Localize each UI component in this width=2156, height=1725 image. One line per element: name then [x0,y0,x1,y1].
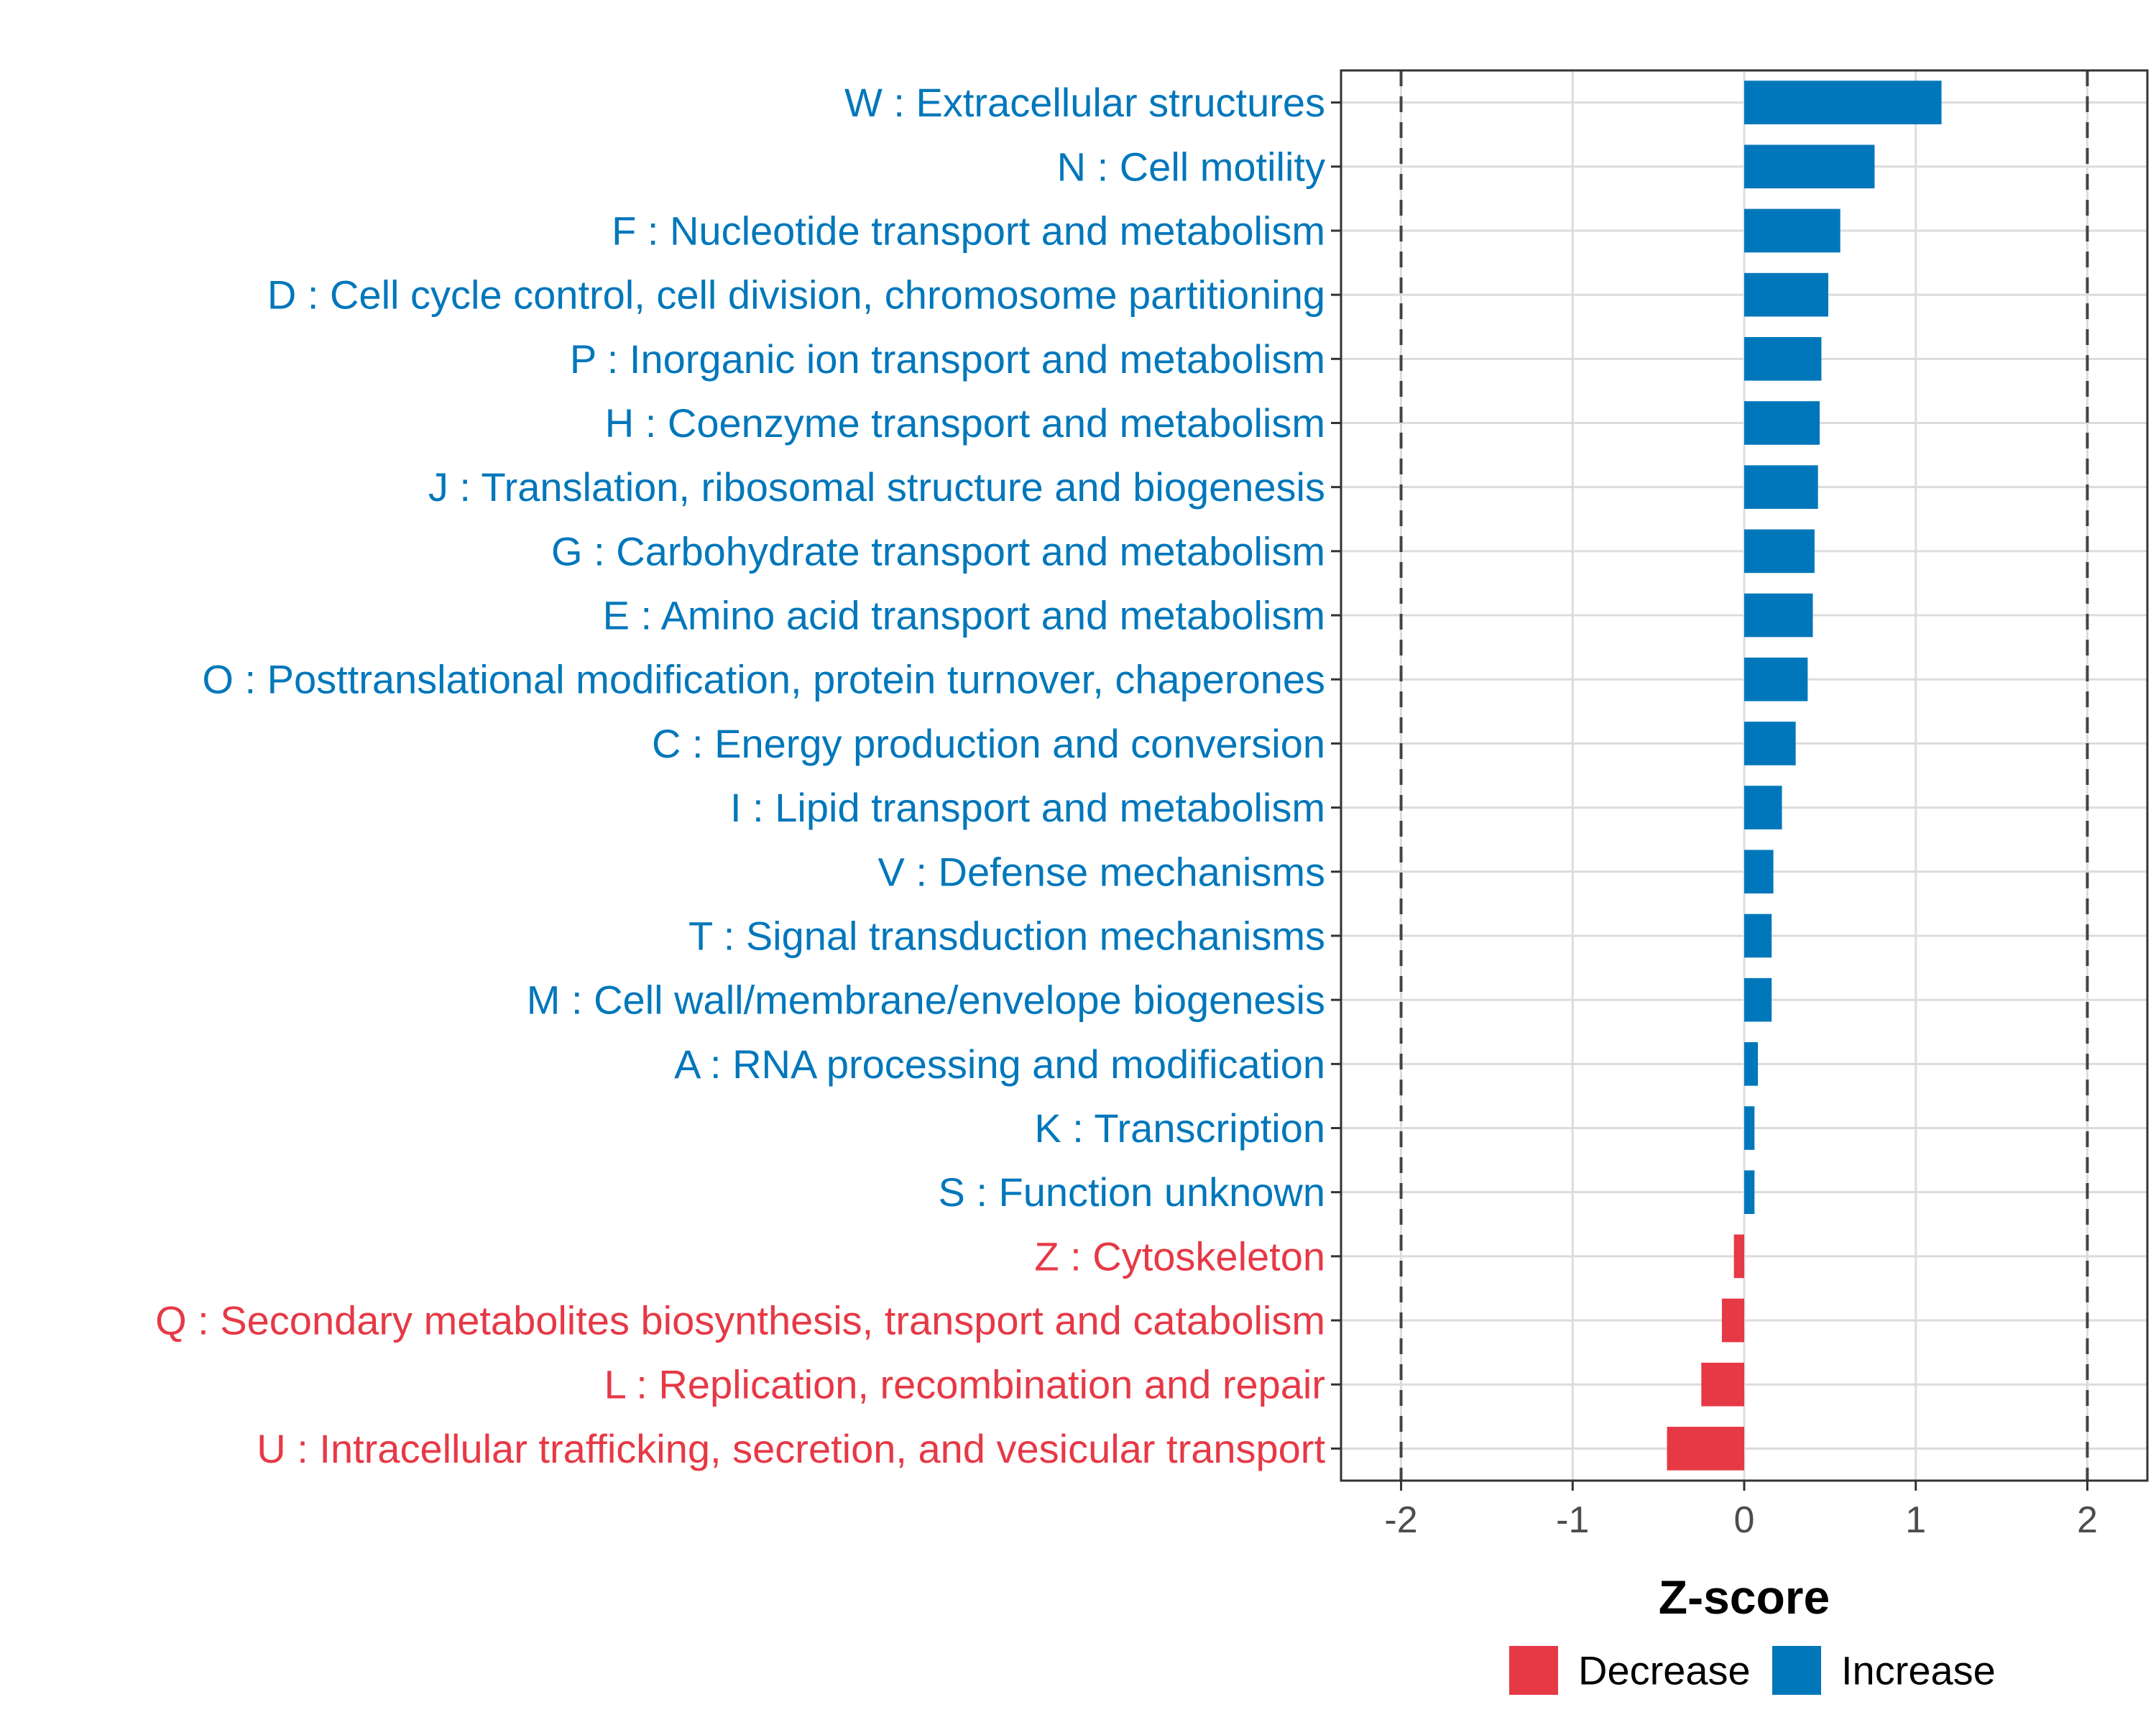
category-label-18: Z : Cytoskeleton [1034,1233,1325,1279]
x-tick-label-4: 2 [2077,1499,2098,1541]
category-label-17: S : Function unknown [938,1169,1325,1215]
bar-12 [1744,850,1774,894]
bar-8 [1744,593,1813,638]
category-label-5: H : Coenzyme transport and metabolism [605,400,1325,446]
bar-15 [1744,1041,1759,1086]
bar-13 [1744,914,1772,958]
x-tick-label-3: 1 [1905,1499,1926,1541]
legend-label-increase: Increase [1841,1648,1996,1693]
bar-11 [1744,786,1782,829]
legend-key-increase [1772,1646,1821,1695]
category-label-15: A : RNA processing and modification [674,1041,1325,1087]
legend: Decrease Increase [1509,1646,1996,1695]
category-label-0: W : Extracellular structures [844,80,1325,125]
bar-14 [1744,978,1772,1022]
bar-21 [1667,1427,1744,1471]
bar-4 [1744,336,1822,381]
category-label-10: C : Energy production and conversion [652,721,1325,766]
bar-18 [1733,1234,1744,1279]
bar-7 [1744,529,1815,574]
category-label-8: E : Amino acid transport and metabolism [603,593,1325,638]
category-label-16: K : Transcription [1034,1105,1325,1151]
category-label-4: P : Inorganic ion transport and metaboli… [570,336,1325,382]
category-label-9: O : Posttranslational modification, prot… [202,657,1325,702]
bar-3 [1744,272,1828,317]
category-label-3: D : Cell cycle control, cell division, c… [267,272,1325,318]
category-label-20: L : Replication, recombination and repai… [604,1362,1325,1407]
bar-5 [1744,401,1820,445]
category-label-21: U : Intracellular trafficking, secretion… [257,1426,1325,1471]
category-label-1: N : Cell motility [1057,144,1325,189]
x-axis-title: Z-score [1659,1570,1830,1624]
x-axis-ticks [1400,1481,2088,1491]
bar-6 [1744,465,1818,510]
x-tick-label-1: -1 [1556,1499,1589,1541]
bar-9 [1744,657,1808,702]
bar-1 [1744,144,1875,189]
bar-2 [1744,208,1841,253]
y-axis-ticks [1331,101,1341,1450]
category-label-12: V : Defense mechanisms [878,849,1325,894]
x-tick-label-2: 0 [1734,1499,1755,1541]
category-label-11: I : Lipid transport and metabolism [730,785,1325,830]
category-label-6: J : Translation, ribosomal structure and… [428,464,1325,510]
bar-17 [1744,1170,1755,1215]
bar-10 [1744,722,1796,765]
category-label-13: T : Signal transduction mechanisms [688,913,1325,958]
category-label-2: F : Nucleotide transport and metabolism [612,208,1325,253]
x-tick-labels: -2 -1 0 1 2 [1384,1499,2097,1541]
bar-0 [1744,80,1942,124]
category-labels: W : Extracellular structures N : Cell mot… [155,80,1325,1471]
x-tick-label-0: -2 [1384,1499,1417,1541]
legend-key-decrease [1509,1646,1558,1695]
bars [1667,80,1942,1471]
legend-label-decrease: Decrease [1578,1648,1751,1693]
bar-16 [1744,1106,1755,1150]
category-label-19: Q : Secondary metabolites biosynthesis, … [155,1298,1325,1343]
category-label-14: M : Cell wall/membrane/envelope biogenes… [527,978,1325,1023]
reference-lines [1399,70,2089,1481]
bar-20 [1701,1362,1744,1407]
bar-19 [1721,1298,1744,1343]
category-label-7: G : Carbohydrate transport and metabolis… [551,528,1325,574]
